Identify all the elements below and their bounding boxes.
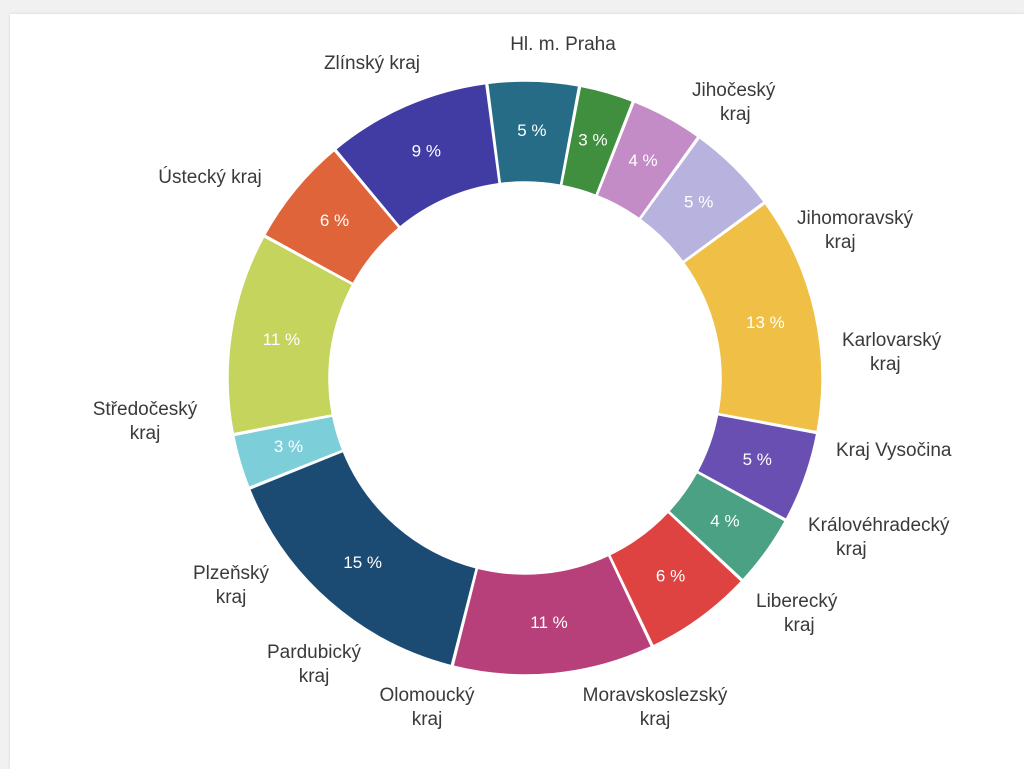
slice-value-label: 13 % [746, 313, 785, 332]
slice-category-label: Kraj Vysočina [836, 440, 952, 461]
donut-slice [608, 511, 743, 647]
slice-category-label: Olomoucký kraj [379, 685, 475, 730]
donut-slice [486, 80, 580, 187]
donut-slice [667, 471, 787, 581]
slice-category-label: Středočeský kraj [93, 399, 198, 444]
slice-category-label: Plzeňský kraj [193, 563, 270, 608]
slice-value-label: 5 % [684, 193, 713, 212]
slice-category-labels: Hl. m. Praha Jihočeský kraj Jihomoravský kra… [93, 34, 952, 730]
slice-category-label: Pardubický kraj [267, 642, 361, 687]
slice-category-label: Moravskoslezský kraj [583, 685, 728, 730]
slice-value-label: 9 % [412, 142, 441, 161]
slice-value-label: 5 % [743, 450, 772, 469]
slice-category-label: Ústecký kraj [158, 166, 261, 188]
donut-slice [639, 136, 766, 263]
donut-slice [334, 82, 501, 229]
slice-category-label: Jihočeský kraj [692, 80, 776, 125]
slice-category-label: Hl. m. Praha [510, 34, 616, 55]
slice-value-label: 3 % [578, 131, 607, 150]
donut-slice [227, 235, 354, 435]
donut-slice [696, 413, 818, 521]
slice-value-label: 3 % [274, 437, 303, 456]
slice-value-label: 15 % [343, 553, 382, 572]
slice-category-label: Liberecký kraj [756, 591, 838, 636]
donut-slice [232, 415, 344, 489]
donut-slices [227, 80, 823, 676]
slice-value-label: 11 % [530, 613, 568, 632]
slice-value-labels: 11 % 6 % 9 % 5 % 3 % 4 % 5 % 13 % 5 % 4 % 6 % 11 % 1… [263, 121, 785, 632]
donut-slice [263, 149, 401, 285]
slice-value-label: 4 % [710, 512, 739, 531]
slice-category-label: Královéhradecký kraj [808, 515, 950, 560]
slice-value-label: 5 % [517, 121, 546, 140]
slice-category-label: Karlovarský kraj [842, 330, 942, 375]
slice-value-label: 6 % [656, 566, 685, 585]
slice-value-label: 6 % [320, 211, 349, 230]
slice-value-label: 11 % [263, 330, 301, 349]
slice-category-label: Jihomoravský kraj [797, 208, 914, 253]
donut-slice [682, 202, 823, 433]
donut-slice [248, 450, 478, 667]
slice-value-label: 4 % [628, 151, 657, 170]
donut-slice [452, 554, 653, 676]
slice-category-label: Zlínský kraj [324, 53, 420, 74]
donut-slice [560, 85, 634, 197]
donut-slice [596, 100, 700, 220]
